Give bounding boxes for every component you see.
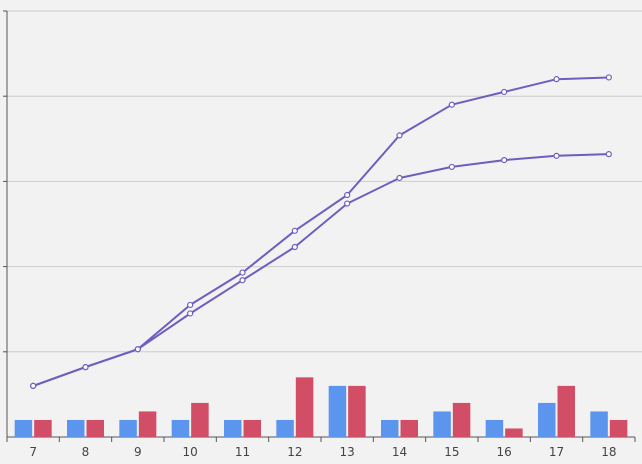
- bar: [557, 385, 575, 437]
- bar: [348, 385, 366, 437]
- bar: [590, 411, 608, 437]
- x-tick-label: 11: [235, 445, 250, 459]
- data-point: [396, 132, 403, 139]
- x-tick-label: 17: [549, 445, 564, 459]
- data-point: [30, 382, 37, 389]
- x-tick-label: 16: [497, 445, 512, 459]
- data-point: [553, 152, 560, 159]
- label-layer: 7 8 9 10 11 12 13 14 15 16 17 18: [29, 445, 616, 459]
- grid-layer: [7, 10, 642, 353]
- bar: [34, 419, 52, 437]
- bar: [171, 419, 190, 437]
- bar-layer: [14, 377, 628, 437]
- bar: [485, 419, 504, 437]
- bar: [119, 419, 137, 437]
- data-point: [501, 88, 508, 96]
- data-point: [501, 157, 508, 164]
- point-layer: [30, 74, 612, 389]
- x-tick-label: 12: [287, 445, 302, 459]
- data-point: [344, 200, 351, 207]
- bar: [609, 419, 628, 437]
- axis-layer: [3, 10, 636, 442]
- series-line: [32, 153, 609, 387]
- data-point: [82, 364, 89, 371]
- bar: [505, 428, 523, 437]
- bar: [295, 377, 314, 437]
- x-tick-label: 9: [134, 445, 142, 459]
- data-point: [396, 174, 403, 182]
- bar: [381, 419, 399, 437]
- bar: [191, 402, 209, 437]
- bar: [14, 419, 33, 437]
- data-point: [344, 191, 351, 199]
- data-point: [291, 243, 298, 251]
- x-tick-label: 7: [29, 445, 37, 459]
- data-point: [605, 74, 612, 81]
- data-point: [239, 277, 246, 284]
- bar: [328, 385, 347, 437]
- data-point: [134, 346, 141, 353]
- bar: [400, 419, 418, 437]
- data-point: [605, 151, 612, 158]
- data-point: [448, 101, 455, 108]
- bar: [67, 419, 85, 437]
- bar: [243, 419, 261, 437]
- x-tick-label: 14: [392, 445, 407, 459]
- bar: [433, 411, 451, 437]
- x-tick-label: 18: [601, 445, 616, 459]
- data-point: [448, 163, 455, 171]
- bar: [538, 402, 556, 437]
- data-point: [553, 76, 560, 83]
- line-layer: [32, 76, 609, 387]
- series-line: [32, 76, 609, 387]
- x-tick-label: 15: [444, 445, 459, 459]
- data-point: [291, 227, 298, 234]
- bar: [224, 419, 242, 437]
- bar: [138, 411, 157, 437]
- x-tick-label: 8: [82, 445, 90, 459]
- data-point: [187, 310, 194, 317]
- data-point: [239, 269, 246, 276]
- data-point: [187, 301, 194, 309]
- x-tick-label: 10: [183, 445, 198, 459]
- bar: [276, 419, 294, 437]
- bar: [86, 419, 104, 437]
- x-tick-label: 13: [340, 445, 355, 459]
- bar: [452, 402, 471, 437]
